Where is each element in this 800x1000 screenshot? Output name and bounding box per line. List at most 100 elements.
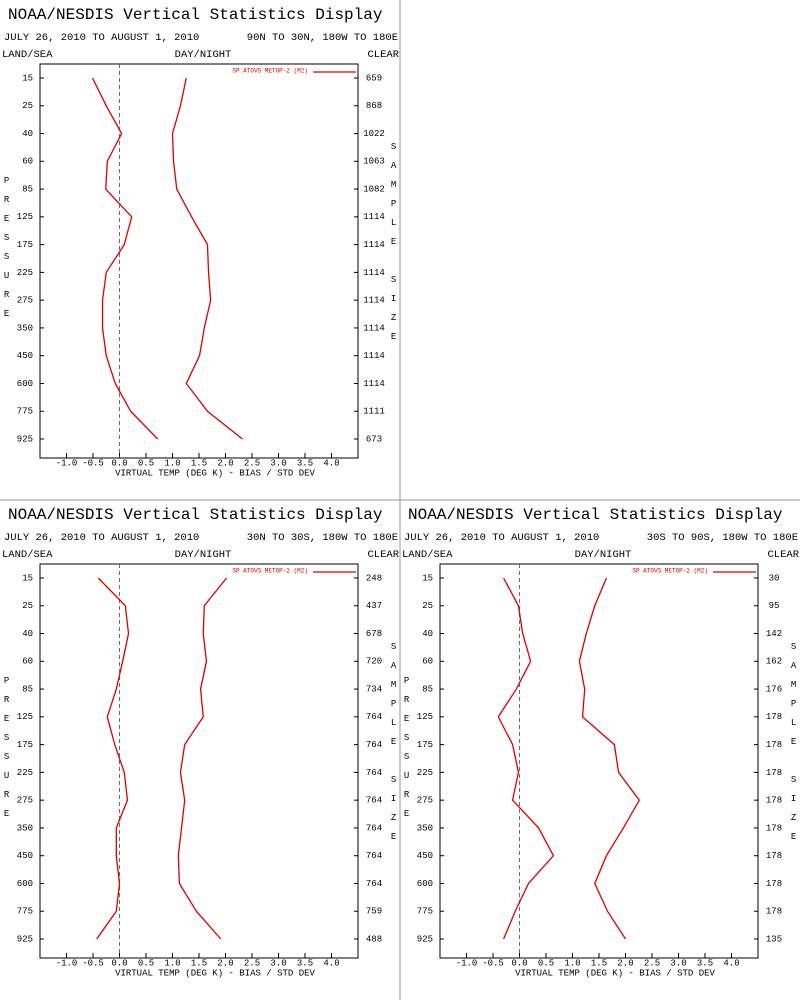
x-tick-label: 0.5 xyxy=(138,958,154,968)
panel-title: NOAA/NESDIS Vertical Statistics Display xyxy=(408,506,783,524)
y-tick-label: 775 xyxy=(417,907,433,917)
y2-axis-label: SAMPLE SIZE xyxy=(789,642,799,851)
x-tick-label: 4.0 xyxy=(723,958,739,968)
sample-size: 178 xyxy=(766,796,782,806)
land-sea: LAND/SEA xyxy=(2,49,53,61)
y-tick-label: 40 xyxy=(22,129,33,139)
sample-size: 1114 xyxy=(363,379,385,389)
sample-size: 868 xyxy=(366,101,382,111)
data-line xyxy=(171,77,243,440)
land-sea: LAND/SEA xyxy=(402,549,453,561)
y-tick-label: 60 xyxy=(22,157,33,167)
y-tick-label: 600 xyxy=(417,879,433,889)
x-tick-label: 3.0 xyxy=(670,958,686,968)
sample-size: 1114 xyxy=(363,240,385,250)
y-tick-label: 60 xyxy=(22,657,33,667)
sample-size: 764 xyxy=(366,823,382,833)
x-tick-label: 0.0 xyxy=(511,958,527,968)
sample-size: 759 xyxy=(366,907,382,917)
x-tick-label: 2.0 xyxy=(217,458,233,468)
y-tick-label: 350 xyxy=(17,823,33,833)
x-tick-label: -0.5 xyxy=(82,958,104,968)
sample-size: 764 xyxy=(366,740,382,750)
y-tick-label: 125 xyxy=(417,712,433,722)
y-tick-label: 25 xyxy=(22,601,33,611)
sample-size: 764 xyxy=(366,851,382,861)
x-tick-label: -1.0 xyxy=(56,958,78,968)
sample-size: 178 xyxy=(766,823,782,833)
y-tick-label: 275 xyxy=(17,296,33,306)
y-tick-label: 25 xyxy=(422,601,433,611)
sample-size: 678 xyxy=(366,629,382,639)
panel-title: NOAA/NESDIS Vertical Statistics Display xyxy=(8,506,383,524)
sample-size: 488 xyxy=(366,934,382,944)
y-tick-label: 60 xyxy=(422,657,433,667)
clear: CLEAR xyxy=(767,549,799,561)
sample-size: 1114 xyxy=(363,268,385,278)
x-tick-label: 1.5 xyxy=(191,458,207,468)
sample-size: 1082 xyxy=(363,184,385,194)
x-tick-label: 4.0 xyxy=(323,958,339,968)
y-tick-label: 125 xyxy=(17,712,33,722)
y-axis-label: PRESSURE xyxy=(2,176,12,328)
y-tick-label: 600 xyxy=(17,379,33,389)
y2-axis-label: SAMPLE SIZE xyxy=(389,642,399,851)
x-tick-label: 1.5 xyxy=(191,958,207,968)
panel: NOAA/NESDIS Vertical Statistics Display J… xyxy=(2,506,400,978)
sample-size: 764 xyxy=(366,879,382,889)
sample-size: 248 xyxy=(366,573,382,583)
x-tick-label: -1.0 xyxy=(56,458,78,468)
plot-frame xyxy=(39,63,359,459)
sample-size: 178 xyxy=(766,907,782,917)
clear: CLEAR xyxy=(367,49,399,61)
region: 90N TO 30N, 180W TO 180E xyxy=(247,32,398,44)
y-tick-label: 450 xyxy=(17,351,33,361)
sample-size: 764 xyxy=(366,796,382,806)
panel-title: NOAA/NESDIS Vertical Statistics Display xyxy=(8,6,383,24)
panel: NOAA/NESDIS Vertical Statistics Display J… xyxy=(402,506,800,978)
sample-size: 30 xyxy=(769,573,780,583)
y-tick-label: 15 xyxy=(422,573,433,583)
x-tick-label: 2.0 xyxy=(217,958,233,968)
y-tick-label: 225 xyxy=(417,768,433,778)
x-tick-label: 0.5 xyxy=(138,458,154,468)
y-tick-label: 600 xyxy=(17,879,33,889)
y-tick-label: 175 xyxy=(17,240,33,250)
date-range: JULY 26, 2010 TO AUGUST 1, 2010 xyxy=(4,532,199,544)
land-sea: LAND/SEA xyxy=(2,549,53,561)
region: 30N TO 30S, 180W TO 180E xyxy=(247,532,398,544)
x-tick-label: 2.5 xyxy=(644,958,660,968)
data-line xyxy=(91,77,159,440)
x-tick-label: 3.5 xyxy=(697,958,713,968)
sample-size: 720 xyxy=(366,657,382,667)
x-tick-label: 3.5 xyxy=(297,958,313,968)
date-range: JULY 26, 2010 TO AUGUST 1, 2010 xyxy=(404,532,599,544)
y-tick-label: 275 xyxy=(417,796,433,806)
x-tick-label: 3.0 xyxy=(270,958,286,968)
sample-size: 178 xyxy=(766,768,782,778)
y-tick-label: 775 xyxy=(17,407,33,417)
x-tick-label: 0.5 xyxy=(538,958,554,968)
y-tick-label: 925 xyxy=(417,934,433,944)
day-night: DAY/NIGHT xyxy=(175,549,232,561)
y2-axis-label: SAMPLE SIZE xyxy=(389,142,399,351)
sample-size: 764 xyxy=(366,768,382,778)
plot-frame xyxy=(439,563,759,959)
data-line xyxy=(497,577,555,940)
sample-size: 178 xyxy=(766,740,782,750)
sample-size: 1114 xyxy=(363,296,385,306)
sample-size: 178 xyxy=(766,712,782,722)
x-tick-label: 0.0 xyxy=(111,958,127,968)
sample-size: 734 xyxy=(366,684,382,694)
x-tick-label: 3.5 xyxy=(297,458,313,468)
panel: NOAA/NESDIS Vertical Statistics Display J… xyxy=(2,6,400,478)
x-tick-label: 1.0 xyxy=(164,958,180,968)
sample-size: 1111 xyxy=(363,407,385,417)
y-tick-label: 15 xyxy=(22,73,33,83)
sample-size: 95 xyxy=(769,601,780,611)
sample-size: 673 xyxy=(366,434,382,444)
x-tick-label: 1.5 xyxy=(591,958,607,968)
data-line xyxy=(96,577,130,940)
sample-size: 162 xyxy=(766,657,782,667)
